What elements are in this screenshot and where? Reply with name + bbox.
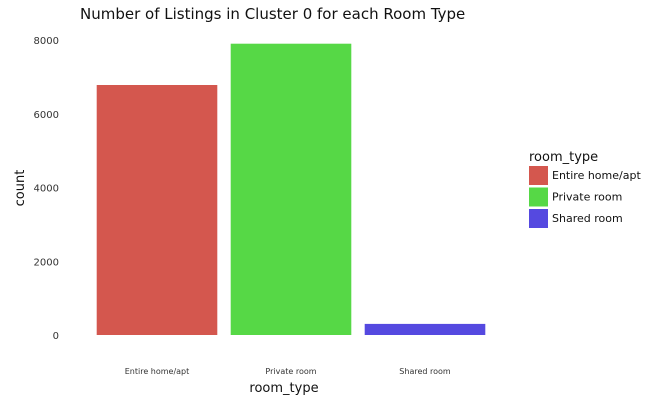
legend: room_type Entire home/apt Private room Sha… (529, 150, 641, 228)
chart-title: Number of Listings in Cluster 0 for each… (80, 5, 465, 23)
x-tick-label: Shared room (399, 367, 451, 376)
legend-swatch (529, 209, 548, 228)
bars (96, 43, 486, 335)
y-tick-label: 4000 (34, 184, 59, 195)
legend-label: Entire home/apt (552, 169, 641, 182)
x-tick-label: Entire home/apt (125, 367, 190, 376)
x-axis-ticks: Entire home/apt Private room Shared room (125, 367, 451, 376)
x-axis-title: room_type (249, 381, 318, 396)
bar (96, 85, 218, 335)
legend-swatch (529, 187, 548, 207)
legend-title: room_type (529, 150, 598, 165)
y-tick-label: 8000 (34, 36, 59, 47)
bar (364, 323, 486, 335)
y-axis-title: count (13, 170, 28, 207)
legend-items: Entire home/apt Private room Shared room (529, 166, 641, 228)
y-tick-label: 0 (53, 331, 59, 342)
bar (230, 43, 352, 335)
legend-label: Private room (552, 191, 622, 204)
x-tick-label: Private room (265, 367, 316, 376)
y-tick-label: 6000 (34, 110, 59, 121)
legend-swatch (529, 166, 548, 185)
legend-label: Shared room (552, 212, 623, 225)
y-axis-ticks: 0 2000 4000 6000 8000 (34, 36, 59, 342)
y-tick-label: 2000 (34, 257, 59, 268)
